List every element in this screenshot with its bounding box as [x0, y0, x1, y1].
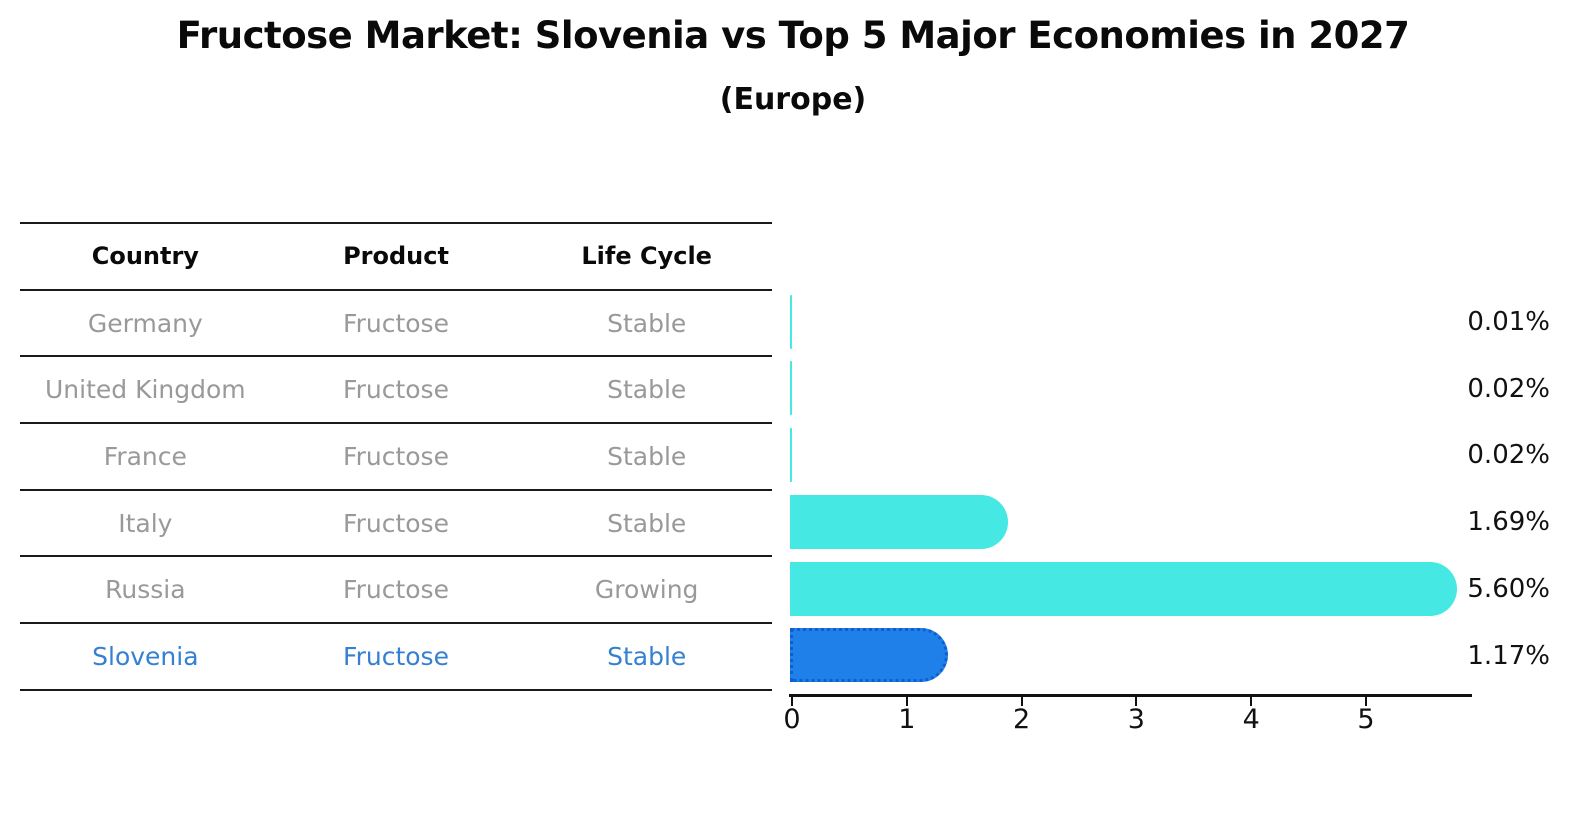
- x-axis-tick-label-1: 1: [898, 704, 916, 735]
- cell-product: Fructose: [343, 508, 449, 538]
- column-header-country: Country: [91, 242, 199, 271]
- cell-product: Fructose: [343, 308, 449, 338]
- bar-germany: [790, 294, 792, 349]
- cell-life-cycle: Stable: [607, 375, 687, 405]
- x-axis-tick-3: [1135, 697, 1138, 706]
- column-header-life-cycle: Life Cycle: [581, 242, 712, 271]
- x-axis-tick-1: [905, 697, 908, 706]
- cell-life-cycle: Stable: [607, 308, 687, 338]
- cell-country: United Kingdom: [45, 375, 246, 405]
- value-label-germany: 0.01%: [1467, 307, 1550, 338]
- table-row-italy: Italy Fructose Stable: [20, 488, 772, 556]
- cell-life-cycle: Growing: [594, 575, 699, 605]
- chart-title: Fructose Market: Slovenia vs Top 5 Major…: [176, 14, 1410, 57]
- cell-country: Italy: [118, 508, 173, 538]
- cell-product: Fructose: [343, 375, 449, 405]
- bar-united-kingdom: [790, 361, 793, 416]
- x-axis-tick-label-2: 2: [1013, 704, 1031, 735]
- table-row-france: France Fructose Stable: [20, 422, 772, 489]
- table-row-united-kingdom: United Kingdom Fructose Stable: [20, 355, 772, 422]
- cell-country: France: [103, 441, 187, 471]
- value-label-slovenia: 1.17%: [1467, 640, 1550, 671]
- table-row-slovenia: Slovenia Fructose Stable: [20, 622, 772, 691]
- value-label-russia: 5.60%: [1467, 573, 1550, 604]
- column-header-product: Product: [343, 242, 449, 271]
- x-axis-tick-label-3: 3: [1127, 704, 1145, 735]
- cell-product: Fructose: [343, 641, 449, 671]
- x-axis-tick-label-4: 4: [1242, 704, 1260, 735]
- country-table: Country Product Life Cycle Germany Fructo…: [20, 222, 772, 691]
- x-axis-tick-0: [791, 697, 793, 706]
- x-axis-tick-2: [1020, 697, 1023, 706]
- bar-slovenia: [790, 628, 949, 683]
- cell-life-cycle: Stable: [607, 641, 687, 671]
- x-axis-tick-4: [1250, 697, 1253, 706]
- value-label-italy: 1.69%: [1467, 507, 1550, 538]
- x-axis-tick-label-5: 5: [1357, 704, 1375, 735]
- cell-country: Slovenia: [92, 641, 199, 671]
- x-axis-line: [789, 694, 1472, 697]
- cell-life-cycle: Stable: [607, 508, 687, 538]
- bar-france: [790, 428, 793, 483]
- chart-subtitle: (Europe): [719, 82, 867, 117]
- bar-italy: [790, 494, 1008, 549]
- table-row-russia: Russia Fructose Growing: [20, 555, 772, 622]
- x-axis-tick-label-0: 0: [783, 704, 801, 735]
- cell-product: Fructose: [343, 441, 449, 471]
- value-label-united-kingdom: 0.02%: [1467, 373, 1550, 404]
- cell-country: Germany: [87, 308, 203, 338]
- value-label-france: 0.02%: [1467, 440, 1550, 471]
- bar-russia: [790, 561, 1457, 616]
- table-header-row: Country Product Life Cycle: [20, 222, 772, 289]
- x-axis-tick-5: [1365, 697, 1367, 706]
- cell-country: Russia: [105, 575, 186, 605]
- cell-life-cycle: Stable: [607, 441, 687, 471]
- cell-product: Fructose: [343, 575, 449, 605]
- table-row-germany: Germany Fructose Stable: [20, 288, 772, 356]
